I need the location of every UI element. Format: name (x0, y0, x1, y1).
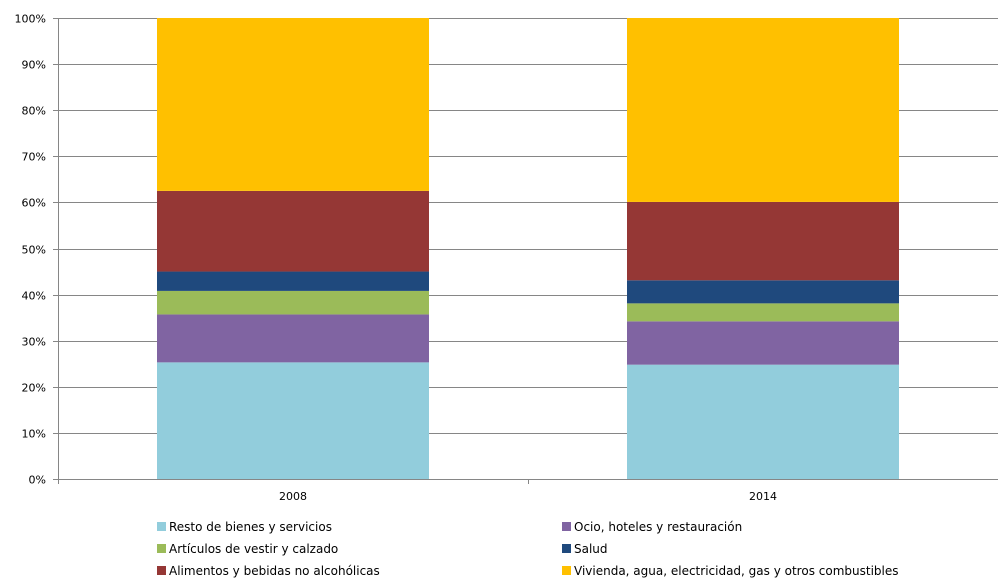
y-tick-label: 20% (22, 382, 46, 395)
legend-swatch (562, 522, 571, 531)
x-tick-label: 2008 (279, 490, 307, 503)
y-tick-label: 30% (22, 336, 46, 349)
bar-segment (627, 280, 899, 304)
y-tick-label: 100% (15, 13, 46, 26)
y-tick-label: 10% (22, 428, 46, 441)
y-tick-label: 70% (22, 151, 46, 164)
bar-segment (627, 321, 899, 365)
legend-label: Salud (574, 542, 608, 556)
bar-segment (627, 303, 899, 322)
y-tick-label: 40% (22, 290, 46, 303)
bar-segment (157, 290, 429, 315)
x-tick-label: 2014 (749, 490, 777, 503)
bars (157, 18, 899, 479)
legend-label: Vivienda, agua, electricidad, gas y otro… (574, 564, 899, 578)
legend-swatch (562, 544, 571, 553)
y-axis-ticks: 0% 10% 20% 30% 40% 50% 60% 70% 80% 90% 100% (15, 13, 58, 487)
bar-segment (157, 362, 429, 479)
bar-segment (627, 364, 899, 479)
bar-segment (627, 18, 899, 202)
y-tick-label: 60% (22, 197, 46, 210)
bar-segment (157, 314, 429, 363)
legend-swatch (562, 566, 571, 575)
y-tick-label: 0% (29, 474, 46, 487)
y-tick-label: 90% (22, 59, 46, 72)
legend-label: Alimentos y bebidas no alcohólicas (169, 564, 380, 578)
x-axis-ticks: 2008 2014 (279, 490, 777, 503)
bar-segment (627, 201, 899, 281)
legend: Resto de bienes y servicios Ocio, hoteles… (157, 520, 899, 578)
bar-segment (157, 190, 429, 272)
bar-segment (157, 18, 429, 191)
legend-swatch (157, 544, 166, 553)
legend-swatch (157, 522, 166, 531)
legend-label: Artículos de vestir y calzado (169, 542, 338, 556)
legend-label: Ocio, hoteles y restauración (574, 520, 742, 534)
bar-segment (157, 271, 429, 291)
y-tick-label: 80% (22, 105, 46, 118)
legend-swatch (157, 566, 166, 575)
legend-label: Resto de bienes y servicios (169, 520, 332, 534)
axes (58, 18, 998, 484)
y-tick-label: 50% (22, 244, 46, 257)
